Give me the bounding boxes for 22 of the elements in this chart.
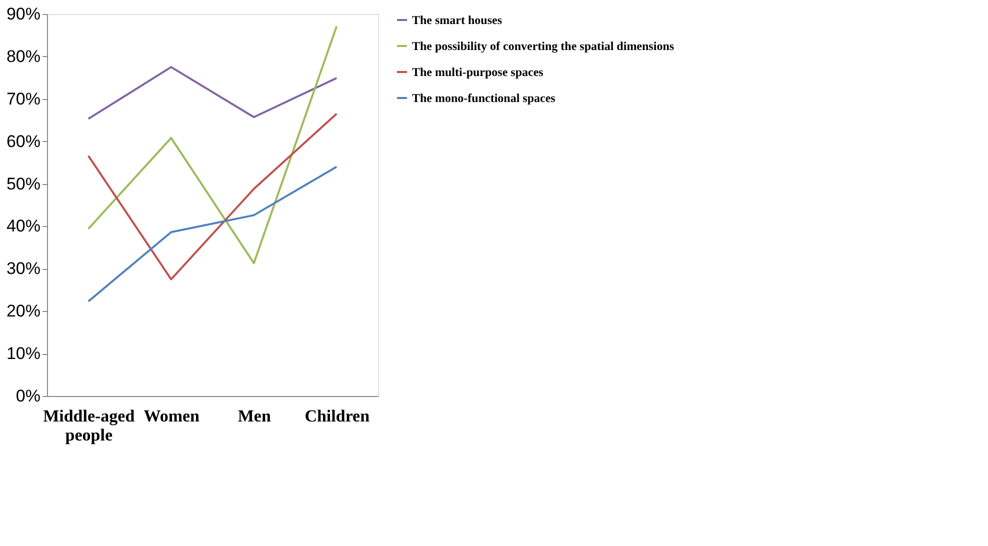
- x-tick-label: Children: [304, 406, 370, 426]
- y-tick-label: 30%: [6, 259, 40, 278]
- x-tick-label: Men: [238, 406, 272, 426]
- y-tick-label: 90%: [6, 4, 40, 24]
- y-tick-label: 20%: [6, 302, 40, 321]
- line-series: [87, 112, 338, 280]
- legend-label: The multi-purpose spaces: [412, 65, 544, 79]
- legend-label: The smart houses: [412, 13, 502, 27]
- x-tick-label: Women: [144, 406, 200, 426]
- y-tick-label: 70%: [6, 89, 40, 108]
- legend-label: The possibility of converting the spatial dimensions: [412, 39, 674, 53]
- x-tick-label: Middle-aged people: [43, 406, 136, 444]
- line-series: [87, 25, 338, 264]
- y-tick-label: 10%: [6, 344, 40, 364]
- line-series: [87, 166, 338, 302]
- y-tick-label: 50%: [6, 174, 40, 194]
- y-tick-label: 80%: [6, 46, 40, 66]
- y-tick-label: 0%: [16, 386, 40, 406]
- legend-label: The mono-functional spaces: [412, 91, 556, 105]
- y-tick-label: 60%: [6, 132, 40, 151]
- y-tick-label: 40%: [6, 216, 40, 236]
- line-series: [87, 66, 338, 120]
